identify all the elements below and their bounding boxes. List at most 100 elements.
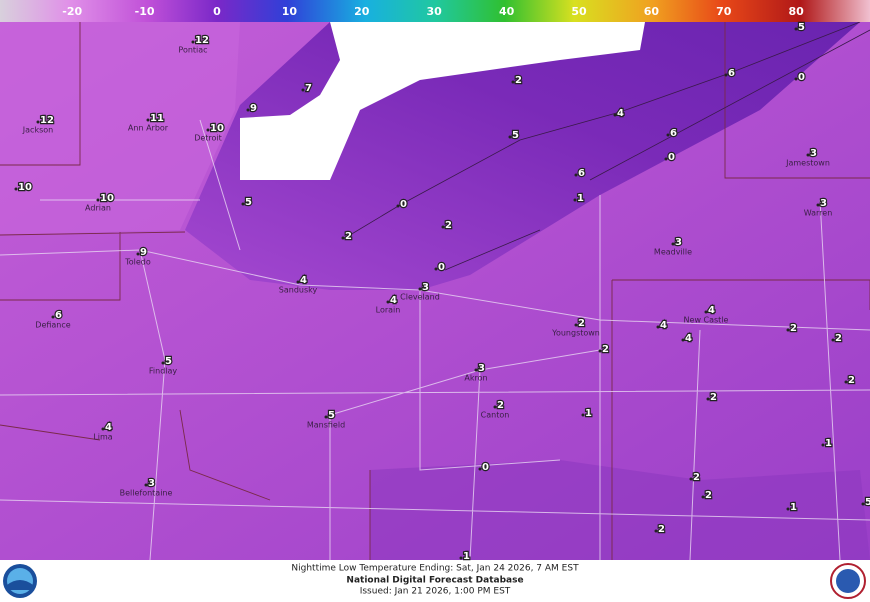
city-name: Cleveland — [400, 293, 440, 302]
point-value: 11 — [150, 113, 164, 124]
point-value: 4 — [105, 422, 112, 433]
point-value: 1 — [790, 502, 797, 513]
point-value: 12 — [40, 115, 54, 126]
colorbar-tick-label: 50 — [571, 5, 587, 18]
city-name: Detroit — [194, 134, 222, 143]
city-name: Warren — [804, 209, 833, 218]
point-dot — [206, 128, 210, 132]
colorbar-tick-label: 60 — [644, 5, 660, 18]
point-value: 5 — [798, 22, 805, 33]
colorbar-tick-label: 20 — [354, 5, 370, 18]
point-dot — [14, 187, 18, 191]
point-dot — [844, 380, 848, 384]
point-value: 0 — [482, 462, 489, 473]
point-dot — [794, 27, 798, 31]
point-value: 4 — [617, 108, 624, 119]
point-value: 2 — [835, 333, 842, 344]
colorbar-tick-label: 70 — [716, 5, 732, 18]
point-value: 10 — [18, 182, 32, 193]
city-name: Bellefontaine — [120, 489, 173, 498]
colorbar-tick-label: 80 — [789, 5, 805, 18]
colorbar-tick-label: 0 — [213, 5, 221, 18]
point-dot — [511, 80, 515, 84]
point-dot — [51, 315, 55, 319]
point-dot — [324, 415, 328, 419]
point-dot — [689, 477, 693, 481]
point-value: 4 — [685, 333, 692, 344]
point-dot — [191, 40, 195, 44]
colorbar: -20 -10 0 10 20 30 40 50 60 70 80 — [0, 0, 870, 22]
point-dot — [386, 300, 390, 304]
point-dot — [418, 287, 422, 291]
point-dot — [786, 507, 790, 511]
city-name: Canton — [481, 411, 510, 420]
point-dot — [478, 467, 482, 471]
point-dot — [806, 153, 810, 157]
point-value: 2 — [848, 375, 855, 386]
point-dot — [613, 113, 617, 117]
city-name: Mansfield — [307, 421, 345, 430]
point-dot — [794, 77, 798, 81]
city-name: Findlay — [149, 367, 178, 376]
point-value: 3 — [810, 148, 817, 159]
point-value: 6 — [728, 68, 735, 79]
point-dot — [434, 267, 438, 271]
city-name: Jackson — [22, 126, 53, 135]
point-value: 0 — [400, 199, 407, 210]
point-dot — [296, 280, 300, 284]
point-dot — [786, 328, 790, 332]
point-value: 5 — [512, 130, 519, 141]
colorbar-tick-label: 30 — [427, 5, 443, 18]
point-value: 3 — [675, 237, 682, 248]
city-name: Jamestown — [785, 159, 830, 168]
point-value: 2 — [602, 344, 609, 355]
point-dot — [831, 338, 835, 342]
point-value: 0 — [438, 262, 445, 273]
point-dot — [574, 173, 578, 177]
point-value: 1 — [825, 438, 832, 449]
point-value: 10 — [210, 123, 224, 134]
point-dot — [861, 502, 865, 506]
point-dot — [656, 325, 660, 329]
point-dot — [581, 413, 585, 417]
point-dot — [441, 225, 445, 229]
point-value: 5 — [865, 497, 870, 508]
point-value: 2 — [790, 323, 797, 334]
point-dot — [701, 495, 705, 499]
colorbar-gradient — [0, 0, 870, 22]
point-dot — [654, 529, 658, 533]
point-value: 2 — [705, 490, 712, 501]
point-value: 2 — [515, 75, 522, 86]
point-value: 3 — [478, 363, 485, 374]
point-value: 9 — [250, 103, 257, 114]
point-dot — [681, 338, 685, 342]
point-value: 0 — [798, 72, 805, 83]
point-dot — [36, 120, 40, 124]
point-dot — [816, 203, 820, 207]
point-dot — [146, 118, 150, 122]
point-dot — [671, 242, 675, 246]
colorbar-tick-label: -20 — [62, 5, 82, 18]
city-name: Defiance — [35, 321, 70, 330]
point-value: 6 — [578, 168, 585, 179]
point-value: 2 — [445, 220, 452, 231]
point-value: 1 — [585, 408, 592, 419]
city-name: Akron — [464, 374, 487, 383]
point-value: 1 — [577, 193, 584, 204]
cold-area — [370, 460, 870, 560]
point-dot — [101, 427, 105, 431]
point-dot — [724, 73, 728, 77]
point-dot — [246, 108, 250, 112]
point-dot — [493, 405, 497, 409]
point-dot — [241, 202, 245, 206]
point-dot — [598, 349, 602, 353]
city-name: Sandusky — [279, 286, 318, 295]
city-name: New Castle — [684, 316, 729, 325]
city-name: Ann Arbor — [128, 124, 169, 133]
footer-issued: Issued: Jan 21 2026, 1:00 PM EST — [360, 587, 511, 597]
footer-source: National Digital Forecast Database — [346, 576, 523, 586]
point-value: 2 — [693, 472, 700, 483]
